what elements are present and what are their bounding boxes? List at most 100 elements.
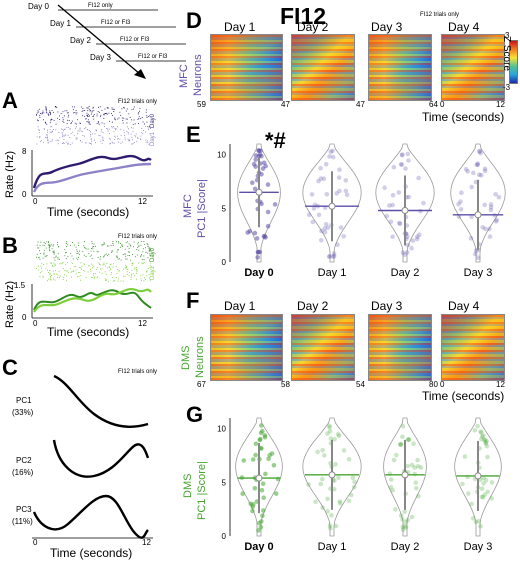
- raster-spike: [42, 275, 44, 277]
- raster-spike: [76, 253, 78, 254]
- raster-spike: [53, 244, 55, 246]
- violin-point: [479, 436, 484, 442]
- raster-spike: [136, 269, 138, 271]
- raster-spike: [113, 280, 115, 281]
- raster-spike: [126, 122, 128, 124]
- violin-point: [400, 527, 406, 532]
- raster-spike: [118, 278, 120, 280]
- raster-spike: [124, 267, 126, 269]
- raster-spike: [78, 275, 80, 277]
- raster-spike: [36, 143, 38, 145]
- raster-spike: [45, 247, 47, 249]
- violin-point: [405, 437, 411, 442]
- raster-spike: [123, 129, 125, 131]
- raster-spike: [37, 247, 39, 249]
- raster-spike: [147, 116, 149, 117]
- raster-spike: [79, 122, 81, 124]
- raster-spike: [148, 129, 149, 131]
- raster-spike: [113, 263, 114, 265]
- raster-spike: [54, 265, 56, 267]
- raster-spike: [43, 253, 45, 255]
- raster-spike: [95, 269, 97, 270]
- violin-point: [482, 202, 488, 208]
- panel-d-ylabel-mfc: MFC: [178, 64, 190, 88]
- violin-point: [482, 168, 488, 174]
- violin-point: [479, 430, 484, 435]
- raster-spike: [50, 113, 52, 114]
- raster-spike: [96, 130, 97, 131]
- raster-spike: [139, 107, 141, 109]
- violin-point: [328, 149, 334, 155]
- raster-spike: [53, 257, 55, 259]
- raster-spike: [100, 140, 102, 142]
- panel-d-heatmap-day4: [441, 34, 505, 101]
- raster-spike: [51, 110, 53, 111]
- raster-spike: [96, 250, 98, 252]
- violin-point: [338, 225, 344, 230]
- violin-point: [470, 516, 476, 521]
- raster-spike: [142, 251, 144, 253]
- raster-spike: [78, 256, 79, 258]
- raster-spike: [54, 279, 56, 281]
- panel-b-day0-line: [33, 289, 152, 311]
- raster-spike: [120, 142, 122, 144]
- raster-spike: [109, 138, 111, 140]
- raster-spike: [99, 135, 101, 137]
- raster-spike: [71, 142, 73, 144]
- raster-spike: [48, 241, 49, 243]
- raster-spike: [51, 130, 53, 132]
- raster-spike: [42, 141, 44, 143]
- raster-spike: [63, 274, 65, 276]
- raster-spike: [121, 117, 123, 119]
- raster-spike: [128, 139, 130, 141]
- raster-spike: [131, 273, 132, 275]
- raster-spike: [122, 268, 124, 270]
- violin-point: [316, 178, 321, 184]
- raster-spike: [101, 129, 102, 131]
- raster-spike: [91, 143, 92, 145]
- raster-spike: [112, 115, 113, 116]
- violin-ytick-label: 0: [222, 258, 227, 267]
- raster-spike: [64, 128, 66, 130]
- raster-spike: [117, 135, 118, 137]
- raster-spike: [135, 136, 137, 138]
- raster-spike: [45, 136, 46, 138]
- raster-spike: [101, 244, 103, 246]
- raster-spike: [102, 264, 104, 266]
- panel-a-ytick-min: 0: [22, 190, 27, 199]
- raster-spike: [137, 243, 139, 245]
- violin-point: [343, 178, 349, 183]
- raster-spike: [62, 136, 63, 138]
- raster-spike: [129, 117, 131, 118]
- raster-spike: [62, 262, 64, 263]
- panel-f-xtick-12: 12: [496, 380, 505, 389]
- raster-spike: [92, 116, 94, 117]
- raster-spike: [82, 115, 84, 117]
- panel-c-xlabel: Time (seconds): [50, 546, 133, 560]
- raster-spike: [132, 263, 134, 265]
- raster-spike: [137, 136, 139, 138]
- raster-spike: [121, 246, 123, 247]
- raster-spike: [87, 271, 89, 273]
- panel-g-violin-plot: 0 5 10 Day 0 Day 1 Day 2 Day 3: [217, 417, 502, 553]
- pc1-curve: [53, 374, 149, 428]
- raster-spike: [93, 246, 94, 247]
- raster-spike: [44, 245, 46, 247]
- raster-spike: [89, 255, 91, 257]
- raster-spike: [120, 280, 122, 282]
- raster-spike: [125, 267, 127, 268]
- raster-spike: [77, 133, 78, 135]
- violin-point: [468, 236, 474, 241]
- raster-spike: [134, 123, 136, 125]
- violin-point: [241, 458, 247, 463]
- raster-spike: [130, 259, 132, 261]
- violin-outline: [383, 417, 427, 537]
- violin-point: [337, 501, 343, 506]
- raster-spike: [87, 113, 89, 115]
- violin-point: [328, 525, 333, 531]
- violin-point: [343, 188, 349, 194]
- raster-spike: [93, 110, 95, 112]
- violin-point: [316, 212, 322, 218]
- raster-spike: [119, 111, 121, 113]
- raster-spike: [149, 255, 151, 257]
